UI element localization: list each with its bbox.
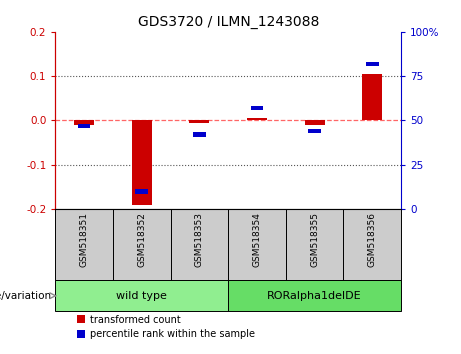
Text: wild type: wild type xyxy=(116,291,167,301)
Bar xyxy=(55,280,228,312)
Text: GSM518352: GSM518352 xyxy=(137,212,146,267)
Text: RORalpha1delDE: RORalpha1delDE xyxy=(267,291,362,301)
Bar xyxy=(343,209,401,280)
Bar xyxy=(193,132,206,137)
Bar xyxy=(55,209,113,280)
Bar xyxy=(228,280,401,312)
Bar xyxy=(74,120,94,125)
Bar xyxy=(247,118,267,120)
Text: GSM518353: GSM518353 xyxy=(195,212,204,267)
Text: GSM518351: GSM518351 xyxy=(80,212,89,267)
Bar xyxy=(362,74,382,120)
Legend: transformed count, percentile rank within the sample: transformed count, percentile rank withi… xyxy=(77,315,255,339)
Text: GSM518354: GSM518354 xyxy=(253,212,261,267)
Bar xyxy=(132,120,152,205)
Bar xyxy=(136,189,148,194)
Bar xyxy=(113,209,171,280)
Bar xyxy=(251,106,263,110)
Bar xyxy=(228,209,286,280)
Text: genotype/variation: genotype/variation xyxy=(0,291,52,301)
Bar xyxy=(286,209,343,280)
Bar xyxy=(305,120,325,125)
Title: GDS3720 / ILMN_1243088: GDS3720 / ILMN_1243088 xyxy=(137,16,319,29)
Bar xyxy=(366,62,378,66)
Bar xyxy=(189,120,209,123)
Bar xyxy=(171,209,228,280)
Text: GSM518356: GSM518356 xyxy=(368,212,377,267)
Bar xyxy=(78,124,90,128)
Bar xyxy=(308,129,321,133)
Text: GSM518355: GSM518355 xyxy=(310,212,319,267)
